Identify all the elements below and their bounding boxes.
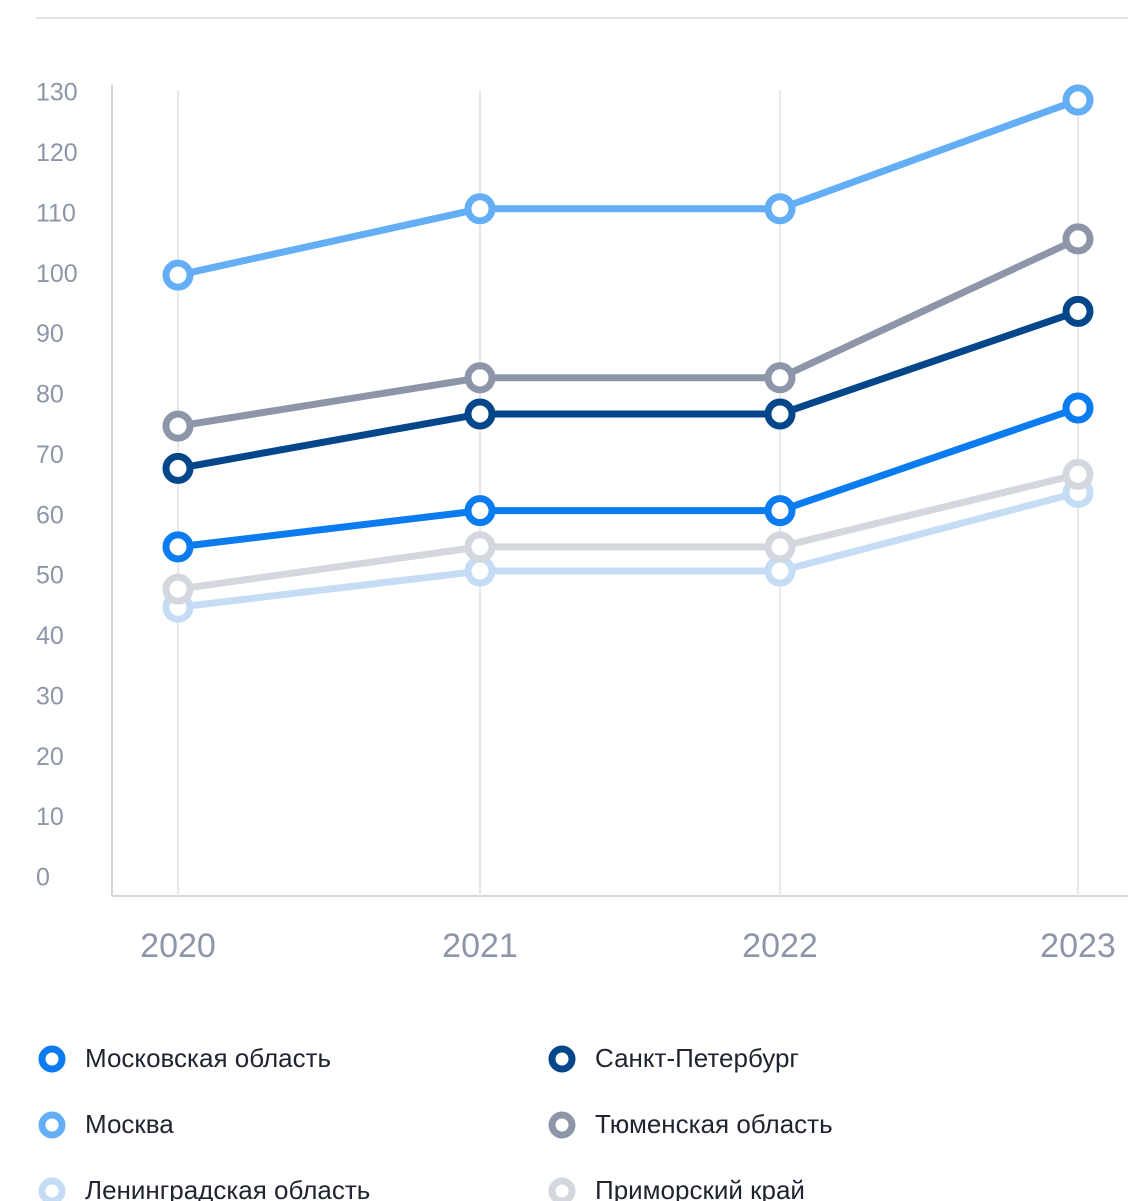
y-tick-label: 100 (36, 260, 78, 288)
x-tick-label: 2021 (442, 927, 518, 965)
y-tick-label: 110 (36, 199, 76, 227)
legend-marker (548, 1045, 576, 1073)
data-point (464, 495, 496, 527)
y-tick-label: 80 (36, 381, 64, 409)
data-point (1062, 392, 1094, 424)
y-tick-label: 50 (36, 562, 64, 590)
data-point (1062, 295, 1094, 327)
data-point (464, 555, 496, 587)
legend-marker (38, 1111, 66, 1139)
data-point (764, 193, 796, 225)
y-tick-label: 70 (36, 441, 64, 469)
legend-marker (548, 1177, 576, 1201)
y-tick-label: 60 (36, 501, 64, 529)
y-tick-label: 130 (36, 79, 78, 107)
series-line (177, 489, 1079, 611)
legend-marker (38, 1045, 66, 1073)
y-tick-label: 90 (36, 320, 64, 348)
y-tick-label: 20 (36, 743, 64, 771)
legend-label: Ленинградская область (85, 1175, 370, 1201)
data-point (764, 362, 796, 394)
data-point (464, 398, 496, 430)
series-line (177, 404, 1080, 551)
data-point (162, 452, 194, 484)
series-line (177, 471, 1079, 593)
data-point (1062, 223, 1094, 255)
data-point (764, 495, 796, 527)
series-line (177, 308, 1080, 472)
x-tick-label: 2020 (140, 927, 216, 965)
data-point (1062, 84, 1094, 116)
data-point (162, 531, 194, 563)
data-point (1062, 458, 1094, 490)
data-point (764, 531, 796, 563)
data-point (764, 555, 796, 587)
y-tick-label: 40 (36, 622, 64, 650)
legend-label: Московская область (85, 1043, 331, 1073)
data-point (162, 410, 194, 442)
legend-label: Приморский край (595, 1175, 805, 1201)
data-point (162, 573, 194, 605)
legend-label: Москва (85, 1109, 174, 1139)
y-tick-label: 10 (36, 803, 64, 831)
x-tick-label: 2023 (1040, 927, 1116, 965)
legend-label: Тюменская область (595, 1109, 833, 1139)
data-point (464, 362, 496, 394)
series-line (177, 235, 1080, 430)
data-point (162, 259, 194, 291)
legend-marker (548, 1111, 576, 1139)
data-point (764, 398, 796, 430)
legend-marker (38, 1177, 66, 1201)
y-tick-label: 120 (36, 139, 78, 167)
data-point (464, 531, 496, 563)
series-line (177, 96, 1080, 279)
y-tick-label: 30 (36, 682, 64, 710)
legend-label: Санкт-Петербург (595, 1043, 799, 1073)
x-tick-label: 2022 (742, 927, 818, 965)
data-point (464, 193, 496, 225)
y-tick-label: 0 (36, 864, 50, 892)
